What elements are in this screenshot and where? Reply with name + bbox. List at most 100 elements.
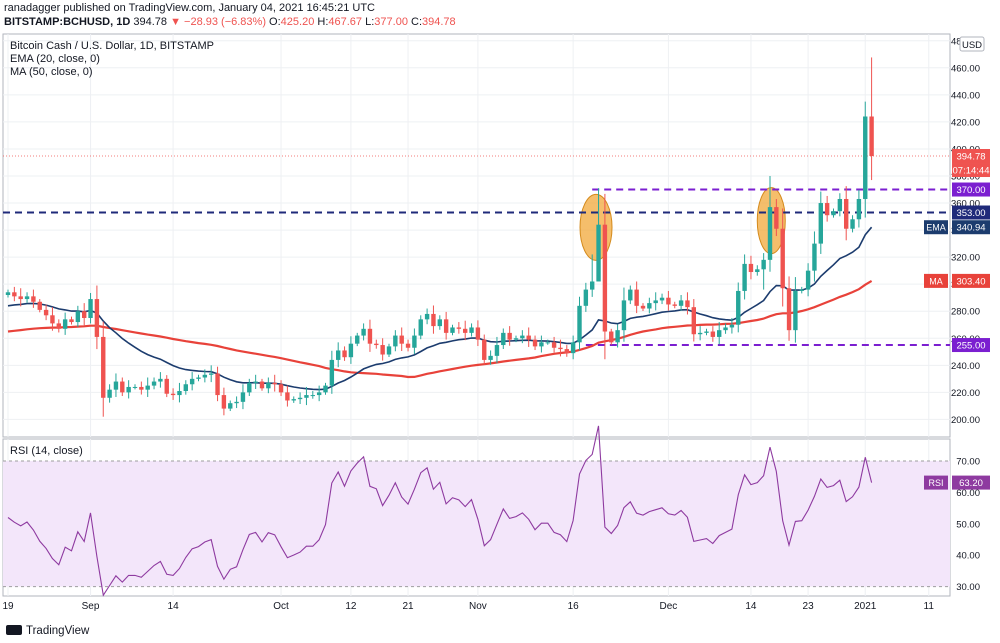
- moving-averages: [7, 226, 873, 391]
- rsi-band-fill: [3, 460, 950, 587]
- candle-body: [755, 269, 760, 273]
- candle-body: [672, 304, 677, 306]
- candle-body: [304, 395, 309, 398]
- countdown-tag: [952, 163, 990, 178]
- time-tick-label: 2021: [854, 601, 877, 612]
- candle-body: [482, 339, 487, 360]
- price-tick-label: 240.00: [951, 361, 980, 372]
- price-tick-label: 280.00: [951, 307, 980, 318]
- rsi-value-tag: [952, 475, 990, 490]
- tradingview-brand: TradingView: [26, 625, 90, 637]
- candle-body: [691, 307, 696, 335]
- candle-body: [75, 311, 81, 323]
- time-axis: 19 Sep 14 Oct 12 21 Nov 16 Dec 14 23 2021 11: [2, 601, 934, 612]
- symbol: BITSTAMP:BCHUSD, 1D: [4, 16, 131, 28]
- candle-body: [361, 328, 366, 336]
- price-tick-label: 420.00: [951, 117, 980, 128]
- ma-legend: MA (50, close, 0): [10, 66, 93, 78]
- candle-body: [583, 289, 589, 306]
- candle-body: [526, 335, 531, 340]
- price-tick-label: 460.00: [951, 63, 980, 74]
- candle-body: [634, 289, 639, 306]
- candle-body: [774, 207, 779, 229]
- main-pane[interactable]: [2, 33, 951, 438]
- axis-tags: 370.00 353.00 255.00 394.78 07:14:44 EMA 340.9…: [924, 149, 990, 490]
- candle-body: [380, 345, 385, 355]
- candle-body: [564, 349, 569, 354]
- candle-body: [329, 359, 335, 386]
- candle-body: [386, 346, 392, 355]
- level-370-tag: [952, 182, 990, 197]
- candle-body: [678, 300, 684, 306]
- rsi-legend: RSI (14, close): [10, 445, 83, 457]
- candle-body: [120, 381, 125, 393]
- candle-body: [812, 243, 817, 271]
- candle-body: [723, 327, 728, 331]
- open-value: 425.20: [280, 16, 315, 28]
- candle-body: [609, 331, 614, 343]
- level-255-text: 255.00: [956, 341, 985, 352]
- ema-value-tag: [952, 220, 990, 235]
- candle-body: [577, 305, 582, 343]
- candle-body: [602, 224, 608, 332]
- candle-body: [596, 224, 601, 282]
- candle-body: [164, 378, 169, 394]
- last-price-tag: [952, 149, 990, 164]
- candle-body: [259, 381, 265, 389]
- rsi-path: [7, 425, 873, 597]
- candle-body: [202, 374, 208, 378]
- level-353-tag: [952, 205, 990, 220]
- price-axis: 200.00220.00240.00260.00280.00300.00320.…: [951, 36, 980, 593]
- candle-body: [507, 332, 512, 340]
- time-tick-label: Nov: [469, 601, 487, 612]
- rsi-tick-label: 70.00: [956, 456, 980, 467]
- candle-body: [126, 386, 131, 393]
- price-tick-label: 320.00: [951, 253, 980, 264]
- candle-body: [590, 281, 595, 290]
- time-tick-label: 14: [745, 601, 757, 612]
- candle-body: [494, 345, 500, 356]
- candle-body: [659, 297, 665, 301]
- candle-body: [729, 324, 735, 328]
- candle-body: [456, 327, 462, 329]
- candle-body: [558, 347, 563, 350]
- time-tick-label: 21: [402, 601, 414, 612]
- candle-body: [786, 288, 792, 331]
- candle-body: [101, 336, 106, 398]
- tradingview-logo[interactable]: TradingView: [6, 625, 90, 637]
- ma-value-text: 303.40: [956, 276, 985, 287]
- last-price: 394.78: [133, 16, 168, 28]
- level-353-text: 353.00: [956, 208, 985, 219]
- candle-body: [475, 327, 481, 340]
- candle-body: [221, 395, 227, 409]
- candle-body: [355, 335, 360, 344]
- candle-body: [767, 207, 773, 260]
- ma-value-tag: [952, 273, 990, 288]
- currency-box[interactable]: [959, 36, 985, 52]
- candle-body: [253, 381, 258, 383]
- candle-body: [837, 198, 843, 212]
- countdown-text: 07:14:44: [953, 166, 990, 177]
- candle-body: [551, 342, 557, 348]
- candle-body: [158, 378, 163, 382]
- candle-body: [736, 290, 741, 325]
- candle-body: [266, 382, 271, 389]
- low-label: L:: [365, 16, 375, 28]
- ema-line: [7, 226, 873, 391]
- candle-body: [545, 342, 550, 344]
- ema-value-text: 340.94: [956, 223, 985, 234]
- candle-body: [12, 292, 17, 297]
- candle-body: [247, 382, 252, 393]
- price-tick-label: 360.00: [951, 199, 980, 210]
- candle-body: [297, 397, 303, 400]
- candle-body: [697, 332, 703, 335]
- ma-value-name-text: MA: [929, 276, 943, 286]
- candle-body: [69, 319, 74, 323]
- candle-body: [348, 343, 354, 358]
- price-tick-label: 220.00: [951, 388, 980, 399]
- candle-body: [342, 350, 347, 358]
- candle-body: [336, 350, 341, 360]
- candle-body: [310, 395, 315, 397]
- candle-body: [488, 355, 493, 360]
